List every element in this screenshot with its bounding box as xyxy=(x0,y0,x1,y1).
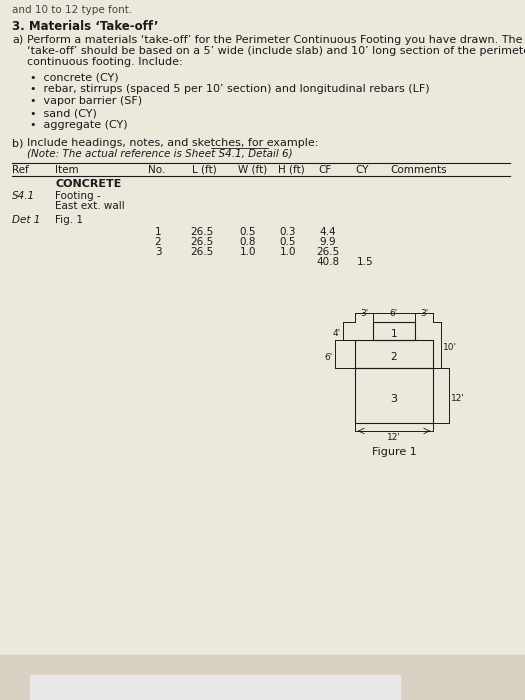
Text: a): a) xyxy=(12,35,23,45)
Bar xyxy=(355,368,433,423)
Text: S4.1: S4.1 xyxy=(12,191,35,201)
Text: 2: 2 xyxy=(155,237,161,247)
Text: 3: 3 xyxy=(391,395,397,405)
Text: •  aggregate (CY): • aggregate (CY) xyxy=(30,120,128,130)
Text: 26.5: 26.5 xyxy=(191,237,214,247)
Text: 3': 3' xyxy=(360,309,368,318)
Bar xyxy=(355,340,433,368)
Text: W (ft): W (ft) xyxy=(238,165,267,175)
Text: 1.0: 1.0 xyxy=(280,247,296,257)
Text: •  vapor barrier (SF): • vapor barrier (SF) xyxy=(30,96,142,106)
Bar xyxy=(0,655,525,700)
Text: East ext. wall: East ext. wall xyxy=(55,201,125,211)
Text: 10': 10' xyxy=(443,344,457,353)
Bar xyxy=(30,675,400,700)
Text: 1: 1 xyxy=(155,227,161,237)
Text: •  rebar, stirrups (spaced 5 per 10’ section) and longitudinal rebars (LF): • rebar, stirrups (spaced 5 per 10’ sect… xyxy=(30,84,429,94)
Text: 6': 6' xyxy=(325,353,333,361)
Text: 12': 12' xyxy=(387,433,401,442)
Text: 1.0: 1.0 xyxy=(240,247,256,257)
Text: 4.4: 4.4 xyxy=(320,227,337,237)
Text: CONCRETE: CONCRETE xyxy=(55,179,121,189)
Text: Fig. 1: Fig. 1 xyxy=(55,215,83,225)
Text: 12': 12' xyxy=(451,394,465,403)
Text: 1: 1 xyxy=(391,329,397,339)
Text: •  concrete (CY): • concrete (CY) xyxy=(30,72,119,82)
Text: Perform a materials ‘take-off’ for the Perimeter Continuous Footing you have dra: Perform a materials ‘take-off’ for the P… xyxy=(27,35,522,45)
Text: Ref: Ref xyxy=(12,165,29,175)
Text: 3: 3 xyxy=(155,247,161,257)
Text: Item: Item xyxy=(55,165,79,175)
Text: Det 1: Det 1 xyxy=(12,215,40,225)
Text: 26.5: 26.5 xyxy=(191,247,214,257)
Text: 9.9: 9.9 xyxy=(320,237,337,247)
Text: CF: CF xyxy=(318,165,331,175)
Text: 6': 6' xyxy=(390,309,398,318)
Text: Footing -: Footing - xyxy=(55,191,101,201)
Text: Comments: Comments xyxy=(390,165,447,175)
Text: ‘take-off’ should be based on a 5’ wide (include slab) and 10’ long section of t: ‘take-off’ should be based on a 5’ wide … xyxy=(27,46,525,56)
Text: 3': 3' xyxy=(420,309,428,318)
Text: •  sand (CY): • sand (CY) xyxy=(30,108,97,118)
Bar xyxy=(373,322,415,340)
Text: 3. Materials ‘Take-off’: 3. Materials ‘Take-off’ xyxy=(12,20,159,33)
Text: continuous footing. Include:: continuous footing. Include: xyxy=(27,57,183,67)
Text: L (ft): L (ft) xyxy=(192,165,217,175)
Text: (Note: The actual reference is Sheet S4.1, Detail 6): (Note: The actual reference is Sheet S4.… xyxy=(27,149,292,159)
Text: 26.5: 26.5 xyxy=(191,227,214,237)
Text: 26.5: 26.5 xyxy=(317,247,340,257)
Text: 0.8: 0.8 xyxy=(240,237,256,247)
Text: 2: 2 xyxy=(391,352,397,362)
Text: 1.5: 1.5 xyxy=(356,257,373,267)
Text: and 10 to 12 type font.: and 10 to 12 type font. xyxy=(12,5,132,15)
Text: 4': 4' xyxy=(333,330,341,339)
Text: H (ft): H (ft) xyxy=(278,165,304,175)
Text: 0.5: 0.5 xyxy=(280,237,296,247)
Text: Include headings, notes, and sketches, for example:: Include headings, notes, and sketches, f… xyxy=(27,138,318,148)
Text: 0.5: 0.5 xyxy=(240,227,256,237)
Text: b): b) xyxy=(12,138,24,148)
Text: CY: CY xyxy=(355,165,369,175)
Text: 40.8: 40.8 xyxy=(317,257,340,267)
Text: 0.3: 0.3 xyxy=(280,227,296,237)
Text: Figure 1: Figure 1 xyxy=(372,447,416,457)
Text: No.: No. xyxy=(148,165,165,175)
